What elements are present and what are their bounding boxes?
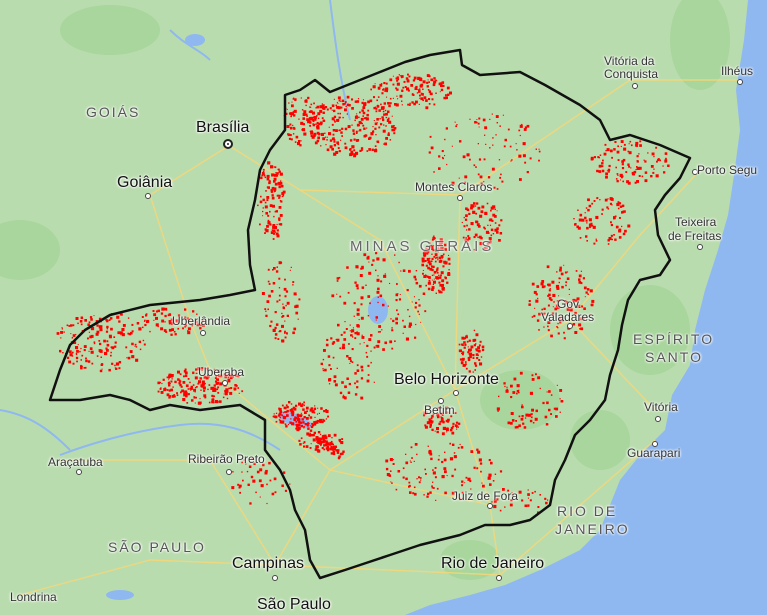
state-label-santo: SANTO (645, 349, 703, 365)
city-label-juiz-de-fora: Juiz de Fora (452, 489, 519, 503)
city-marker-ribeirao-preto[interactable] (226, 469, 232, 475)
city-marker-betim[interactable] (438, 398, 444, 404)
city-marker-ilheus[interactable] (737, 79, 743, 85)
city-label-montes-claros: Montes Claros (415, 180, 493, 194)
city-label-vitoria-da: Vitória da (604, 54, 655, 68)
city-label-uberlandia: Uberlândia (172, 314, 231, 328)
city-label-brasilia: Brasília (196, 119, 250, 136)
city-marker-goiania[interactable] (145, 193, 151, 199)
state-label-espirito: ESPÍRITO (633, 331, 715, 347)
city-marker-guarapari[interactable] (652, 441, 658, 447)
state-border (48, 48, 692, 580)
city-label-guarapari: Guarapari (627, 446, 681, 460)
city-label-porto-seguro: Porto Segu (697, 163, 758, 177)
city-label-betim: Betim (424, 403, 455, 417)
city-label-teixeira: Teixeira (675, 215, 717, 229)
state-label-janeiro: JANEIRO (555, 521, 630, 537)
city-label-sao-paulo: São Paulo (257, 596, 331, 613)
state-label-rio-de: RIO DE (557, 503, 618, 519)
forest-patches (0, 0, 730, 580)
highlight-clusters (56, 73, 670, 514)
city-marker-teixeira[interactable] (697, 244, 703, 250)
city-label-rio-de-janeiro: Rio de Janeiro (441, 555, 545, 572)
city-marker-porto-seguro[interactable] (692, 169, 698, 175)
city-label-ilheus: Ilhéus (721, 64, 754, 78)
city-label-goiania: Goiânia (117, 174, 173, 191)
city-label-de-freitas: de Freitas (668, 229, 722, 243)
city-label-conquista: Conquista (604, 67, 659, 81)
city-label-uberaba: Uberaba (198, 365, 245, 379)
city-marker-vitoria-da-conquista[interactable] (632, 83, 638, 89)
city-label-belo-horizonte: Belo Horizonte (394, 371, 499, 388)
state-label-sao-paulo: SÃO PAULO (108, 539, 206, 555)
region-label: MINAS GERAIS (350, 238, 495, 255)
city-marker-belo-horizonte[interactable] (453, 390, 459, 396)
city-label-londrina: Londrina (10, 590, 57, 604)
city-marker-campinas[interactable] (272, 575, 278, 581)
city-marker-montes-claros[interactable] (457, 195, 463, 201)
state-label-goias: GOIÁS (86, 104, 141, 120)
city-label-campinas: Campinas (232, 555, 305, 572)
ocean (405, 0, 767, 615)
roads (19, 79, 740, 596)
city-marker-aracatuba[interactable] (76, 469, 82, 475)
city-label-ribeirao-preto: Ribeirão Preto (188, 452, 265, 466)
city-label-gov: Gov. (557, 297, 582, 311)
capital-marker-brasilia[interactable] (223, 139, 233, 149)
city-label-valadares: Valadares (541, 310, 595, 324)
city-marker-vitoria[interactable] (655, 416, 661, 422)
city-marker-uberaba[interactable] (222, 380, 228, 386)
city-marker-uberlandia[interactable] (200, 330, 206, 336)
city-marker-juiz-de-fora[interactable] (487, 503, 493, 509)
city-label-aracatuba: Araçatuba (48, 455, 103, 469)
city-label-vitoria: Vitória (644, 400, 678, 414)
city-marker-gov-valadares[interactable] (567, 323, 573, 329)
city-marker-rio-de-janeiro[interactable] (496, 575, 502, 581)
